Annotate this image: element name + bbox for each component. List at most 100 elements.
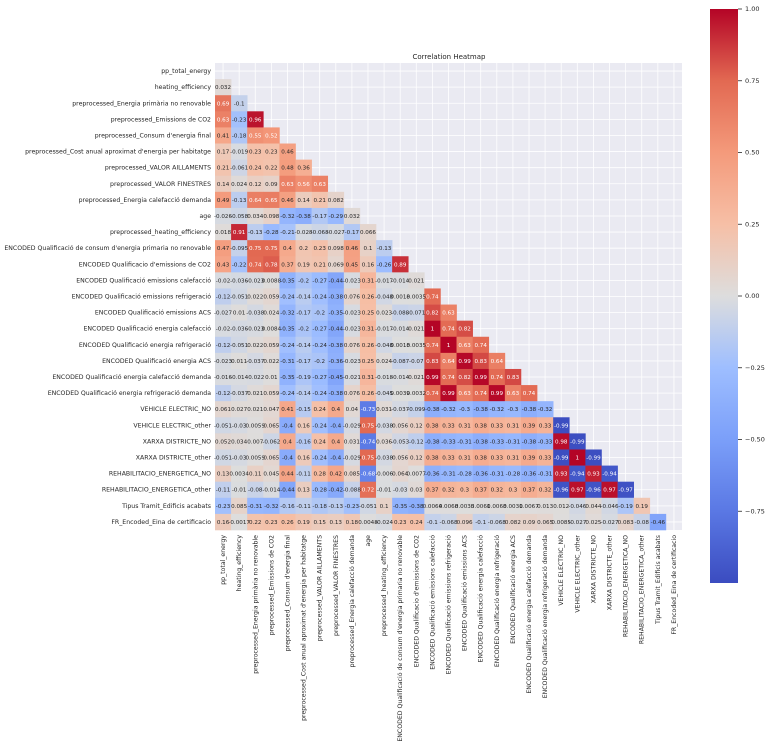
heatmap-cell <box>343 481 361 499</box>
heatmap-cell <box>263 191 280 209</box>
heatmap-cell <box>359 288 377 305</box>
heatmap-cell <box>569 513 586 531</box>
heatmap-cell <box>408 481 425 499</box>
y-tick-label: ENCODED Qualificació energia calefacció <box>84 325 212 333</box>
cell-value-label: -0.33 <box>538 439 553 445</box>
cell-value-label: 0.24 <box>313 439 326 445</box>
heatmap-cell <box>231 95 248 112</box>
cell-value-label: -0.023 <box>246 278 264 284</box>
cell-value-label: 0.076 <box>344 391 360 397</box>
cell-value-label: 0.022 <box>263 359 279 365</box>
heatmap-cell <box>537 513 554 531</box>
heatmap-cell <box>295 385 312 402</box>
x-tick-label: XARXA DISTRICTE_other <box>607 535 614 611</box>
heatmap-cell <box>343 224 361 241</box>
cell-value-label: 0.0085 <box>551 520 571 526</box>
cell-value-label: -0.045 <box>375 391 393 397</box>
heatmap-cell <box>359 433 377 450</box>
cell-value-label: 0.23 <box>265 150 278 156</box>
cell-value-label: -0.036 <box>230 327 248 333</box>
cell-value-label: 0.39 <box>523 423 536 429</box>
heatmap-cell <box>424 401 441 418</box>
cell-value-label: 0.018 <box>215 230 231 236</box>
cell-value-label: -0.023 <box>214 359 232 365</box>
cell-value-label: 0.31 <box>507 456 520 462</box>
heatmap-cell <box>359 481 377 499</box>
cell-value-label: 0.46 <box>281 150 294 156</box>
cell-value-label: -0.94 <box>602 472 617 478</box>
heatmap-cell <box>311 497 329 515</box>
cell-value-label: -0.99 <box>586 456 601 462</box>
heatmap-cell <box>231 449 248 466</box>
heatmap-cell <box>376 433 393 450</box>
cell-value-label: 0.066 <box>360 230 376 236</box>
cell-value-label: 0.33 <box>442 423 455 429</box>
cell-value-label: -0.28 <box>506 472 521 478</box>
heatmap-cell <box>215 465 232 482</box>
cell-value-label: 0.096 <box>457 520 473 526</box>
heatmap-cell <box>215 449 232 466</box>
cell-value-label: 0.41 <box>281 407 294 413</box>
heatmap-cell <box>537 417 554 434</box>
heatmap-cell <box>279 497 296 515</box>
cell-value-label: 1 <box>431 327 435 333</box>
cell-value-label: 0.3 <box>460 488 469 494</box>
heatmap-cell <box>215 95 232 112</box>
cell-value-label: -0.023 <box>343 278 361 284</box>
cell-value-label: 0.032 <box>344 214 360 220</box>
cell-value-label: 0.36 <box>297 166 310 172</box>
cell-value-label: -0.12 <box>409 439 423 445</box>
cell-value-label: 0.89 <box>394 262 407 268</box>
heatmap-cell <box>553 481 570 499</box>
cell-value-label: 0.04 <box>346 407 359 413</box>
cell-value-label: 0.024 <box>263 311 279 317</box>
heatmap-cell <box>569 497 586 515</box>
heatmap-cell <box>231 513 248 531</box>
cell-value-label: 0.025 <box>585 520 601 526</box>
cell-value-label: -0.18 <box>232 133 247 139</box>
heatmap-cell <box>247 336 264 354</box>
heatmap-cell <box>295 288 312 305</box>
cell-value-label: 0.0067 <box>519 504 539 510</box>
cell-value-label: 0.0032 <box>407 391 427 397</box>
cell-value-label: 0.45 <box>346 262 359 268</box>
cell-value-label: -0.026 <box>214 214 232 220</box>
cell-value-label: -0.3 <box>459 407 470 413</box>
cell-value-label: 0.0034 <box>229 472 249 478</box>
heatmap-cell <box>311 240 329 257</box>
cell-value-label: 0.75 <box>265 246 278 252</box>
heatmap-cell <box>263 272 280 289</box>
heatmap-cell <box>263 401 280 418</box>
cell-value-label: 0.64 <box>491 359 504 365</box>
cell-value-label: 0.25 <box>362 311 375 317</box>
heatmap-cell <box>263 127 280 144</box>
cell-value-label: 0.085 <box>231 504 247 510</box>
heatmap-cell <box>343 433 361 450</box>
heatmap-cell <box>311 481 329 499</box>
heatmap-cell <box>553 417 570 434</box>
y-tick-label: ENCODED Qualificacio d'emissions de CO2 <box>79 261 211 268</box>
heatmap-cell <box>247 352 264 370</box>
heatmap-cell <box>295 497 312 515</box>
cell-value-label: 0.21 <box>313 262 326 268</box>
x-tick-label: preprocessed_Energia primària no renovab… <box>251 535 259 674</box>
heatmap-cell <box>327 304 345 321</box>
heatmap-cell <box>215 224 232 241</box>
heatmap-cell <box>215 127 232 144</box>
heatmap-cell <box>376 513 393 531</box>
cell-value-label: 0.12 <box>249 182 261 188</box>
cell-value-label: -0.42 <box>329 488 343 494</box>
cell-value-label: 0.021 <box>247 407 263 413</box>
heatmap-cell <box>472 401 490 418</box>
cell-value-label: -0.38 <box>409 504 424 510</box>
heatmap-cell <box>585 497 602 515</box>
cell-value-label: 0.38 <box>474 456 487 462</box>
heatmap-cell <box>311 256 329 273</box>
heatmap-cell <box>247 224 264 241</box>
cell-value-label: 0.33 <box>442 456 455 462</box>
heatmap-cell <box>295 513 312 531</box>
cell-value-label: -0.36 <box>473 472 488 478</box>
heatmap-cell <box>327 368 345 386</box>
y-tick-label: ENCODED Qualificació de consum d'energia… <box>4 244 211 252</box>
cell-value-label: -0.24 <box>312 456 327 462</box>
